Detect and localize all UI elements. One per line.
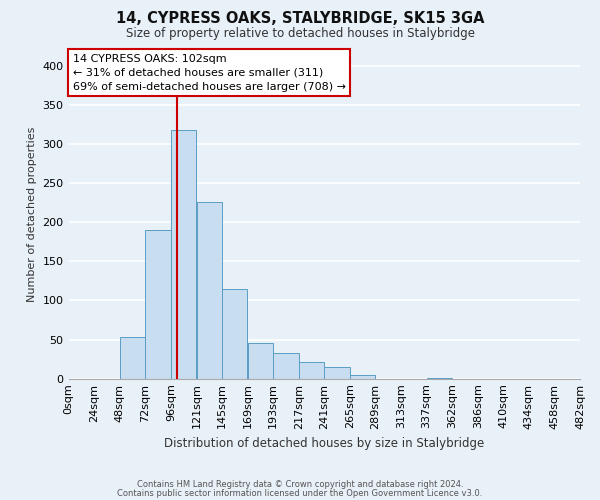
Bar (222, 290, 247, 378)
Y-axis label: Number of detached properties: Number of detached properties (27, 126, 37, 302)
Text: Contains HM Land Registry data © Crown copyright and database right 2024.: Contains HM Land Registry data © Crown c… (137, 480, 463, 489)
Bar (248, 344, 273, 378)
Bar (350, 375, 375, 378)
Text: 14 CYPRESS OAKS: 102sqm
← 31% of detached houses are smaller (311)
69% of semi-d: 14 CYPRESS OAKS: 102sqm ← 31% of detache… (73, 54, 346, 92)
Text: Size of property relative to detached houses in Stalybridge: Size of property relative to detached ho… (125, 28, 475, 40)
Text: 14, CYPRESS OAKS, STALYBRIDGE, SK15 3GA: 14, CYPRESS OAKS, STALYBRIDGE, SK15 3GA (116, 11, 484, 26)
Bar (145, 230, 171, 378)
Bar (273, 353, 299, 378)
Text: Contains public sector information licensed under the Open Government Licence v3: Contains public sector information licen… (118, 488, 482, 498)
Bar (325, 367, 350, 378)
Bar (299, 362, 324, 378)
X-axis label: Distribution of detached houses by size in Stalybridge: Distribution of detached houses by size … (164, 437, 484, 450)
Bar (171, 130, 196, 378)
Bar (197, 202, 222, 378)
Bar (120, 337, 145, 378)
